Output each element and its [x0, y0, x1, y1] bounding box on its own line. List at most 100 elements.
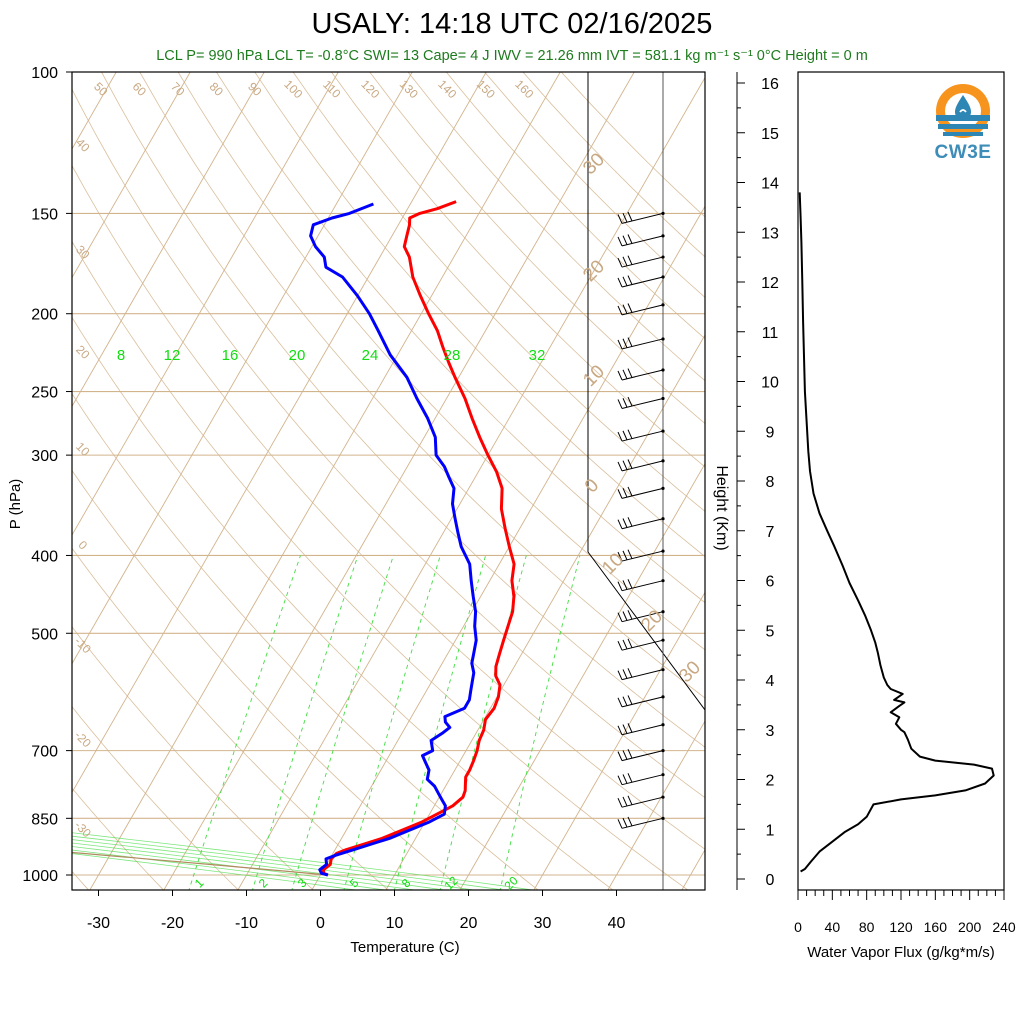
isotherm-line — [755, 72, 1024, 892]
isotherm-label: 120 — [358, 77, 382, 101]
wind-barb-feather — [627, 816, 633, 827]
wind-barb-feather — [622, 750, 628, 760]
dry-adiabat-line — [72, 626, 314, 890]
moist-adiabat-label: 12 — [164, 347, 181, 364]
wind-dot — [661, 275, 665, 279]
isotherm-label: 130 — [397, 77, 421, 101]
height-tick-label: 7 — [766, 524, 775, 541]
wind-barb — [621, 212, 664, 224]
height-tick-label: 5 — [766, 623, 775, 640]
parcel-path — [72, 851, 328, 876]
wind-barb-feather — [622, 235, 628, 245]
wind-barb — [621, 796, 664, 808]
wind-barb — [621, 487, 664, 499]
overlay-boundary — [587, 72, 705, 890]
wind-barb-feather — [622, 369, 628, 379]
temperature-tick-label: 20 — [460, 915, 478, 932]
wind-barb — [621, 338, 664, 350]
dry-adiabat-line — [177, 72, 705, 651]
wind-barb — [621, 580, 664, 592]
dry-adiabat-line — [72, 706, 239, 890]
isotherm-line — [607, 720, 705, 890]
height-tick-label: 14 — [761, 176, 779, 193]
wind-barb-feather — [617, 725, 623, 735]
moist-adiabat-label: 20 — [289, 347, 306, 364]
pressure-tick-label: 150 — [31, 206, 58, 223]
wind-barb-feather — [627, 638, 633, 648]
wind-barb — [621, 669, 664, 681]
wind-barb-feather — [627, 579, 633, 589]
moist-adiabat-line — [72, 846, 418, 890]
isotherm-line — [311, 205, 705, 890]
wind-barb — [621, 639, 664, 651]
skewt-frame — [71, 71, 706, 891]
wind-barb — [621, 518, 664, 530]
wind-barb-feather — [622, 487, 628, 498]
pressure-tick-label: 500 — [31, 626, 58, 643]
wind-barb-feather — [627, 275, 633, 285]
mixing-ratio-line — [291, 555, 394, 890]
dry-adiabat-line — [369, 72, 705, 425]
flux-tick-label: 40 — [825, 919, 841, 935]
wind-dot — [661, 303, 665, 307]
height-tick-label: 2 — [766, 773, 775, 790]
temperature-tick-label: 10 — [386, 915, 404, 932]
isotherm-line — [681, 848, 705, 890]
wind-barb-feather — [627, 486, 633, 497]
wind-barb-feather — [627, 773, 633, 783]
wind-barb — [621, 696, 664, 708]
wind-barb-feather — [622, 550, 628, 561]
wind-dot — [661, 368, 665, 372]
wind-barb — [621, 750, 664, 762]
moist-adiabat-label: 28 — [444, 347, 461, 364]
wind-dot — [661, 396, 665, 401]
wind-barb-feather — [622, 696, 628, 706]
wind-dot — [661, 695, 665, 699]
moist-adiabat-label: 8 — [117, 347, 125, 364]
isotherm-line — [459, 462, 705, 890]
wind-barb-feather — [627, 234, 633, 244]
wind-dot — [661, 517, 665, 521]
wind-barb — [621, 304, 664, 316]
sounding-traces — [309, 72, 705, 890]
height-tick-label: 16 — [761, 76, 779, 93]
height-tick-label: 12 — [761, 275, 779, 292]
wind-barb — [621, 276, 664, 288]
moist-adiabat-line — [72, 832, 536, 890]
dry-adiabat-line — [445, 72, 705, 340]
wind-barb-feather — [622, 796, 628, 807]
height-tick-label: 13 — [761, 225, 779, 242]
height-tick-label: 11 — [762, 325, 779, 342]
wind-barb-feather — [622, 669, 628, 679]
dry-adiabat-label: 30 — [675, 657, 705, 687]
height-tick-label: 10 — [761, 375, 779, 392]
temperature-tick-label: 40 — [608, 915, 626, 932]
cw3e-logo: CW3E — [928, 82, 998, 166]
moist-adiabat-line — [72, 839, 477, 890]
wind-barb — [621, 397, 664, 409]
dry-adiabat-line — [216, 72, 705, 604]
isotherm-label: 10 — [73, 439, 93, 459]
dry-adiabat-line — [72, 787, 165, 890]
isotherm-label: 40 — [73, 135, 93, 155]
isotherm-line — [89, 72, 561, 890]
wind-barb-feather — [622, 611, 628, 621]
background-grid — [72, 72, 1024, 892]
wind-dot — [661, 234, 665, 238]
isotherm-label: 160 — [512, 77, 536, 101]
wind-barb — [621, 817, 664, 829]
dry-adiabat-label: 0 — [581, 475, 603, 497]
isotherm-label: 60 — [130, 79, 150, 99]
wind-barb-feather — [617, 214, 623, 224]
isotherm-label: -20 — [72, 728, 94, 750]
wind-barb-feather — [617, 370, 623, 381]
pressure-tick-label: 850 — [31, 811, 58, 828]
mixing-ratio-line — [343, 555, 441, 890]
height-tick-label: 4 — [766, 673, 775, 690]
flux-frame — [797, 71, 1005, 891]
isotherm-line — [533, 591, 705, 890]
wind-barb-feather — [617, 612, 623, 622]
wind-barb-feather — [627, 723, 633, 733]
height-axis-label: Height (Km) — [713, 465, 730, 550]
wind-barb-feather — [617, 461, 623, 472]
